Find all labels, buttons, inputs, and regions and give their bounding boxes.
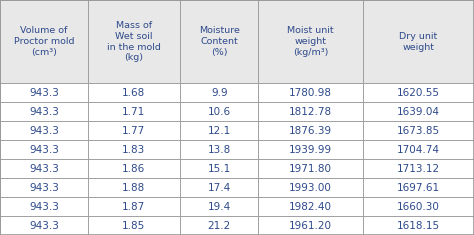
Text: 1971.80: 1971.80 <box>289 164 332 174</box>
Bar <box>258 178 363 197</box>
Bar <box>0 216 88 235</box>
Text: 9.9: 9.9 <box>211 88 228 98</box>
Text: 1.71: 1.71 <box>122 107 146 117</box>
Text: 943.3: 943.3 <box>29 88 59 98</box>
Text: 943.3: 943.3 <box>29 220 59 231</box>
Bar <box>88 121 180 140</box>
Bar <box>0 197 88 216</box>
Bar <box>180 216 258 235</box>
Text: 1713.12: 1713.12 <box>397 164 440 174</box>
Bar <box>88 197 180 216</box>
Text: 1982.40: 1982.40 <box>289 202 332 212</box>
Bar <box>180 0 258 83</box>
Bar <box>258 121 363 140</box>
Bar <box>88 159 180 178</box>
Bar <box>0 178 88 197</box>
Text: 943.3: 943.3 <box>29 183 59 193</box>
Text: Mass of
Wet soil
in the mold
(kg): Mass of Wet soil in the mold (kg) <box>107 21 161 62</box>
Bar <box>0 121 88 140</box>
Text: 19.4: 19.4 <box>208 202 231 212</box>
Bar <box>88 140 180 159</box>
Bar <box>180 102 258 121</box>
Bar <box>0 102 88 121</box>
Bar <box>258 216 363 235</box>
Bar <box>88 216 180 235</box>
Text: 1.88: 1.88 <box>122 183 146 193</box>
Bar <box>0 159 88 178</box>
Bar <box>363 0 474 83</box>
Bar <box>363 159 474 178</box>
Bar <box>258 140 363 159</box>
Bar <box>258 197 363 216</box>
Bar <box>363 178 474 197</box>
Text: 1.87: 1.87 <box>122 202 146 212</box>
Text: 1660.30: 1660.30 <box>397 202 440 212</box>
Bar <box>0 83 88 102</box>
Text: 943.3: 943.3 <box>29 107 59 117</box>
Text: 15.1: 15.1 <box>208 164 231 174</box>
Text: 1639.04: 1639.04 <box>397 107 440 117</box>
Text: 1.86: 1.86 <box>122 164 146 174</box>
Bar <box>88 102 180 121</box>
Bar <box>363 140 474 159</box>
Text: 943.3: 943.3 <box>29 164 59 174</box>
Bar <box>180 197 258 216</box>
Bar <box>180 121 258 140</box>
Bar <box>180 159 258 178</box>
Text: 1.77: 1.77 <box>122 126 146 136</box>
Text: 1.68: 1.68 <box>122 88 146 98</box>
Bar <box>180 140 258 159</box>
Bar <box>363 83 474 102</box>
Text: 1620.55: 1620.55 <box>397 88 440 98</box>
Text: 1961.20: 1961.20 <box>289 220 332 231</box>
Text: 1.83: 1.83 <box>122 145 146 155</box>
Text: 1780.98: 1780.98 <box>289 88 332 98</box>
Text: 943.3: 943.3 <box>29 126 59 136</box>
Text: Moisture
Content
(%): Moisture Content (%) <box>199 27 240 57</box>
Text: 12.1: 12.1 <box>208 126 231 136</box>
Text: 1876.39: 1876.39 <box>289 126 332 136</box>
Text: 1697.61: 1697.61 <box>397 183 440 193</box>
Bar <box>363 216 474 235</box>
Text: 1704.74: 1704.74 <box>397 145 440 155</box>
Bar <box>258 0 363 83</box>
Bar <box>258 159 363 178</box>
Bar <box>0 140 88 159</box>
Text: Moist unit
weight
(kg/m³): Moist unit weight (kg/m³) <box>287 27 334 57</box>
Bar <box>180 178 258 197</box>
Bar <box>0 0 88 83</box>
Bar <box>258 102 363 121</box>
Text: 13.8: 13.8 <box>208 145 231 155</box>
Text: 1673.85: 1673.85 <box>397 126 440 136</box>
Bar <box>88 0 180 83</box>
Bar <box>363 121 474 140</box>
Text: 1618.15: 1618.15 <box>397 220 440 231</box>
Text: 10.6: 10.6 <box>208 107 231 117</box>
Text: 21.2: 21.2 <box>208 220 231 231</box>
Bar <box>88 178 180 197</box>
Bar <box>363 102 474 121</box>
Text: 1993.00: 1993.00 <box>289 183 332 193</box>
Text: 943.3: 943.3 <box>29 145 59 155</box>
Text: 1.85: 1.85 <box>122 220 146 231</box>
Text: 943.3: 943.3 <box>29 202 59 212</box>
Text: Dry unit
weight: Dry unit weight <box>399 32 438 52</box>
Bar <box>363 197 474 216</box>
Text: Volume of
Proctor mold
(cm³): Volume of Proctor mold (cm³) <box>14 27 74 57</box>
Bar <box>180 83 258 102</box>
Text: 1939.99: 1939.99 <box>289 145 332 155</box>
Text: 17.4: 17.4 <box>208 183 231 193</box>
Bar <box>258 83 363 102</box>
Text: 1812.78: 1812.78 <box>289 107 332 117</box>
Bar <box>88 83 180 102</box>
